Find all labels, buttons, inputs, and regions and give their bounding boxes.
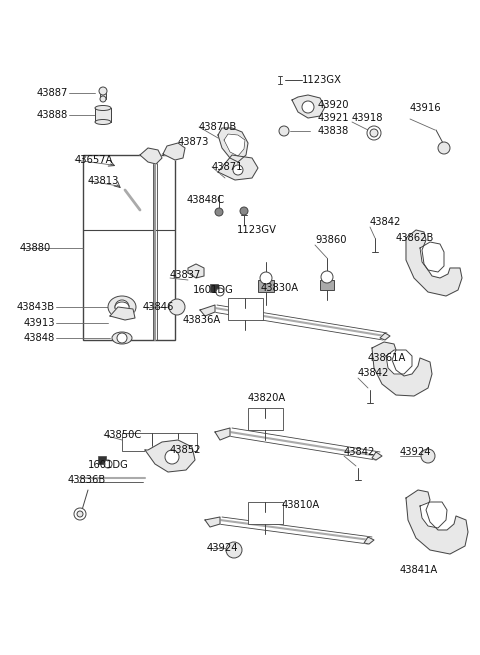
Text: 43873: 43873 — [178, 137, 209, 147]
Circle shape — [302, 101, 314, 113]
Circle shape — [216, 288, 224, 296]
Ellipse shape — [95, 105, 111, 111]
Circle shape — [169, 299, 185, 315]
Polygon shape — [292, 95, 325, 118]
Polygon shape — [224, 134, 245, 156]
Text: 43862B: 43862B — [396, 233, 434, 243]
Ellipse shape — [115, 302, 129, 312]
Text: 43820A: 43820A — [248, 393, 286, 403]
Polygon shape — [406, 490, 468, 554]
Bar — [100, 93, 106, 99]
Bar — [228, 298, 263, 320]
Polygon shape — [372, 342, 432, 396]
Circle shape — [74, 508, 86, 520]
Circle shape — [100, 96, 106, 102]
Circle shape — [215, 208, 223, 216]
Bar — [83, 155, 175, 340]
Circle shape — [99, 87, 107, 95]
Polygon shape — [386, 350, 412, 374]
Bar — [248, 408, 283, 430]
Polygon shape — [205, 517, 220, 527]
Text: 43836A: 43836A — [183, 315, 221, 325]
Text: 43848: 43848 — [24, 333, 55, 343]
Bar — [98, 456, 106, 464]
Text: 43852: 43852 — [170, 445, 202, 455]
Text: 43813: 43813 — [88, 176, 120, 186]
Text: 43830A: 43830A — [261, 283, 299, 293]
Bar — [258, 280, 274, 292]
Text: 43843B: 43843B — [17, 302, 55, 312]
Text: 43837: 43837 — [170, 270, 202, 280]
Circle shape — [260, 272, 272, 284]
Circle shape — [226, 542, 242, 558]
Polygon shape — [215, 428, 230, 440]
Text: 43916: 43916 — [410, 103, 442, 113]
Text: 43848C: 43848C — [187, 195, 225, 205]
Circle shape — [321, 271, 333, 283]
Text: 43810A: 43810A — [282, 500, 320, 510]
Polygon shape — [364, 537, 374, 544]
Text: 43846: 43846 — [143, 302, 174, 312]
Circle shape — [279, 126, 289, 136]
Text: 43861A: 43861A — [368, 353, 407, 363]
Circle shape — [370, 129, 378, 137]
Text: 43918: 43918 — [352, 113, 384, 123]
Polygon shape — [372, 452, 382, 460]
Bar — [95, 108, 111, 122]
Polygon shape — [140, 148, 162, 164]
Bar — [248, 502, 283, 524]
Text: 43887: 43887 — [36, 88, 68, 98]
Text: 43842: 43842 — [370, 217, 401, 227]
Polygon shape — [420, 242, 444, 272]
Text: 43920: 43920 — [318, 100, 349, 110]
Text: 43842: 43842 — [358, 368, 389, 378]
Circle shape — [115, 300, 129, 314]
Text: 1123GV: 1123GV — [237, 225, 277, 235]
Polygon shape — [420, 502, 447, 528]
Circle shape — [421, 449, 435, 463]
Bar — [210, 284, 218, 292]
Circle shape — [367, 126, 381, 140]
Circle shape — [104, 460, 112, 468]
Circle shape — [77, 511, 83, 517]
Polygon shape — [110, 307, 135, 320]
Ellipse shape — [95, 119, 111, 124]
Text: 93860: 93860 — [315, 235, 347, 245]
Polygon shape — [380, 333, 390, 340]
Circle shape — [117, 333, 127, 343]
Polygon shape — [200, 305, 215, 316]
Polygon shape — [163, 143, 185, 160]
Text: 43924: 43924 — [400, 447, 432, 457]
Circle shape — [438, 142, 450, 154]
Text: 1123GX: 1123GX — [302, 75, 342, 85]
Text: 43836B: 43836B — [68, 475, 106, 485]
Text: 43871: 43871 — [212, 162, 243, 172]
Text: 43880: 43880 — [20, 243, 51, 253]
Polygon shape — [218, 155, 258, 180]
Bar — [320, 280, 334, 290]
Text: 43888: 43888 — [37, 110, 68, 120]
Polygon shape — [188, 264, 204, 278]
Bar — [122, 433, 197, 451]
Ellipse shape — [112, 332, 132, 344]
Text: 43838: 43838 — [318, 126, 349, 136]
Text: 43921: 43921 — [318, 113, 349, 123]
Text: 43841A: 43841A — [400, 565, 438, 575]
Text: 1601DG: 1601DG — [88, 460, 129, 470]
Text: 43657A: 43657A — [75, 155, 113, 165]
Text: 1601DG: 1601DG — [193, 285, 234, 295]
Text: 43842: 43842 — [344, 447, 375, 457]
Circle shape — [233, 165, 243, 175]
Circle shape — [165, 450, 179, 464]
Text: 43870B: 43870B — [199, 122, 237, 132]
Ellipse shape — [108, 296, 136, 318]
Text: 43913: 43913 — [24, 318, 55, 328]
Polygon shape — [218, 128, 248, 162]
Polygon shape — [145, 440, 195, 472]
Polygon shape — [406, 230, 462, 296]
Text: 43850C: 43850C — [104, 430, 142, 440]
Circle shape — [240, 207, 248, 215]
Text: 43924: 43924 — [207, 543, 239, 553]
